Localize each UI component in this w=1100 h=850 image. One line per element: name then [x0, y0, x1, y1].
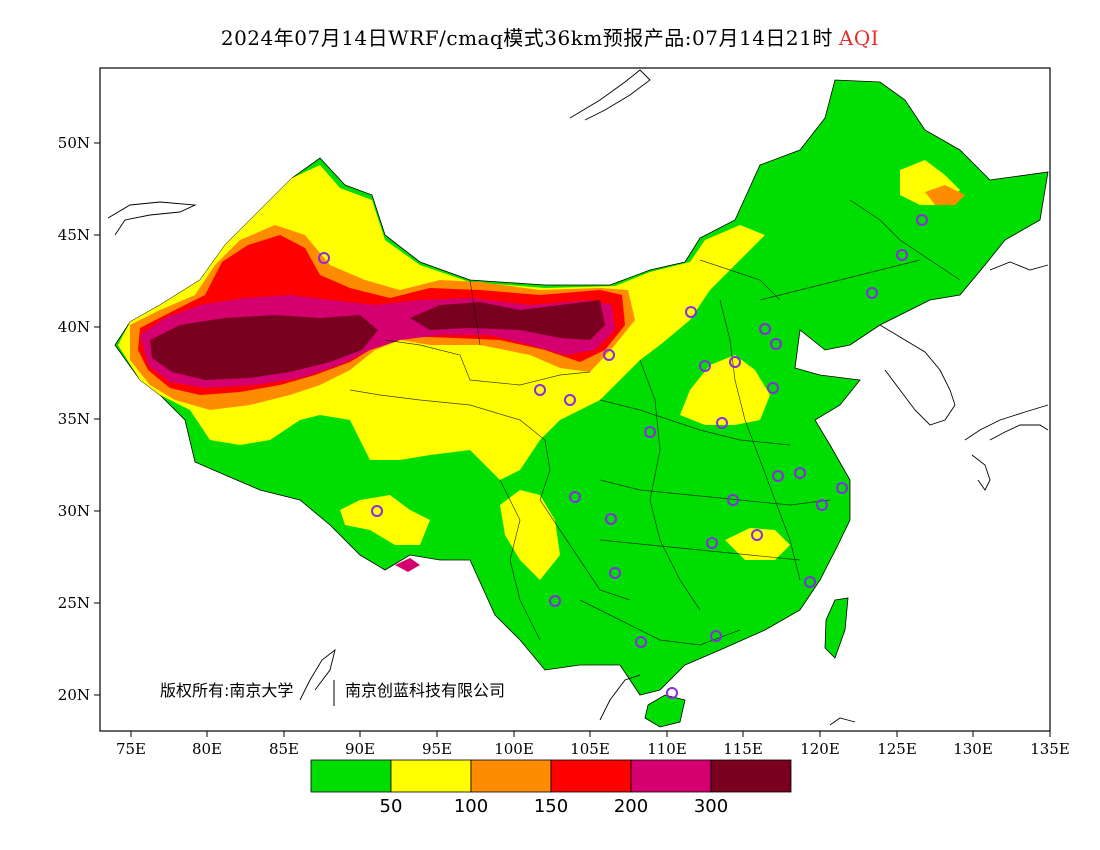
copyright-company: 南京创蓝科技有限公司	[345, 681, 505, 700]
station-marker	[569, 491, 581, 503]
station-marker	[866, 287, 878, 299]
x-tick-label: 100E	[494, 740, 534, 758]
y-tick-label: 20N	[58, 686, 90, 704]
hainan-island	[644, 694, 686, 728]
variable-label: AQI	[838, 26, 880, 50]
legend-swatch	[470, 759, 552, 793]
station-marker	[564, 394, 576, 406]
station-marker	[699, 360, 711, 372]
station-marker	[605, 513, 617, 525]
aqi-region-usg-ne	[925, 185, 965, 205]
x-tick-label: 95E	[422, 740, 452, 758]
station-marker	[759, 323, 771, 335]
x-axis-labels: 75E 80E 85E 90E 95E 100E 105E 110E 115E …	[116, 740, 1070, 758]
y-axis	[94, 142, 100, 696]
aqi-legend: 50 100 150 200 300	[310, 759, 792, 817]
x-tick-label: 115E	[723, 740, 763, 758]
legend-label: 100	[454, 796, 488, 817]
station-marker	[710, 630, 722, 642]
x-tick-label: 110E	[647, 740, 687, 758]
x-tick-label: 80E	[192, 740, 222, 758]
x-tick-label: 125E	[877, 740, 917, 758]
aqi-region-hazardous-alxa	[410, 300, 605, 340]
legend-label: 200	[614, 796, 648, 817]
station-marker	[729, 356, 741, 368]
legend-swatch	[310, 759, 392, 793]
aqi-region-moderate-north	[680, 355, 770, 425]
title-text: 2024年07月14日WRF/cmaq模式36km预报产品:07月14日21时	[220, 26, 833, 50]
legend-swatch	[390, 759, 472, 793]
y-tick-label: 35N	[58, 410, 90, 428]
station-marker	[767, 382, 779, 394]
y-tick-label: 40N	[58, 318, 90, 336]
station-marker	[603, 349, 615, 361]
legend-label: 50	[380, 796, 403, 817]
x-tick-label: 105E	[570, 740, 610, 758]
aqi-region-moderate-sc	[500, 490, 560, 580]
y-tick-label: 30N	[58, 502, 90, 520]
station-marker	[836, 482, 848, 494]
station-marker	[816, 499, 828, 511]
station-marker	[371, 505, 383, 517]
station-marker	[751, 529, 763, 541]
station-marker	[706, 537, 718, 549]
station-marker	[804, 576, 816, 588]
province-borders	[349, 199, 961, 646]
station-marker	[916, 214, 928, 226]
station-marker	[534, 384, 546, 396]
x-tick-label: 90E	[345, 740, 375, 758]
aqi-region-moderate-central	[725, 528, 790, 560]
station-marker	[609, 567, 621, 579]
taiwan-island	[824, 597, 849, 659]
y-axis-labels: 50N 45N 40N 35N 30N 25N 20N	[58, 134, 90, 704]
monitoring-stations	[318, 214, 928, 699]
legend-label: 150	[534, 796, 568, 817]
map-frame	[99, 67, 1051, 732]
station-marker	[896, 249, 908, 261]
x-tick-label: 85E	[269, 740, 299, 758]
legend-label: 300	[694, 796, 728, 817]
station-marker	[716, 417, 728, 429]
aqi-region-hazardous-tarim	[150, 315, 378, 380]
station-marker	[666, 687, 678, 699]
aqi-region-moderate-tibet	[340, 495, 430, 545]
station-marker	[644, 426, 656, 438]
y-tick-label: 50N	[58, 134, 90, 152]
x-tick-label: 130E	[953, 740, 993, 758]
aqi-hotspot-very-unhealthy	[395, 558, 420, 572]
legend-swatch	[630, 759, 712, 793]
station-marker	[549, 595, 561, 607]
station-marker	[685, 306, 697, 318]
x-tick-label: 135E	[1030, 740, 1070, 758]
legend-swatch	[550, 759, 632, 793]
x-tick-label: 120E	[800, 740, 840, 758]
station-marker	[318, 252, 330, 264]
station-marker	[772, 470, 784, 482]
station-marker	[635, 636, 647, 648]
copyright-owner: 版权所有:南京大学	[160, 681, 293, 700]
station-marker	[727, 494, 739, 506]
map-title: 2024年07月14日WRF/cmaq模式36km预报产品:07月14日21时 A…	[0, 22, 1100, 51]
station-marker	[794, 467, 806, 479]
station-marker	[770, 338, 782, 350]
y-tick-label: 45N	[58, 226, 90, 244]
legend-swatch	[710, 759, 792, 793]
x-tick-label: 75E	[116, 740, 146, 758]
neighbor-coastlines	[107, 69, 1049, 726]
x-axis	[130, 731, 1051, 737]
y-tick-label: 25N	[58, 594, 90, 612]
